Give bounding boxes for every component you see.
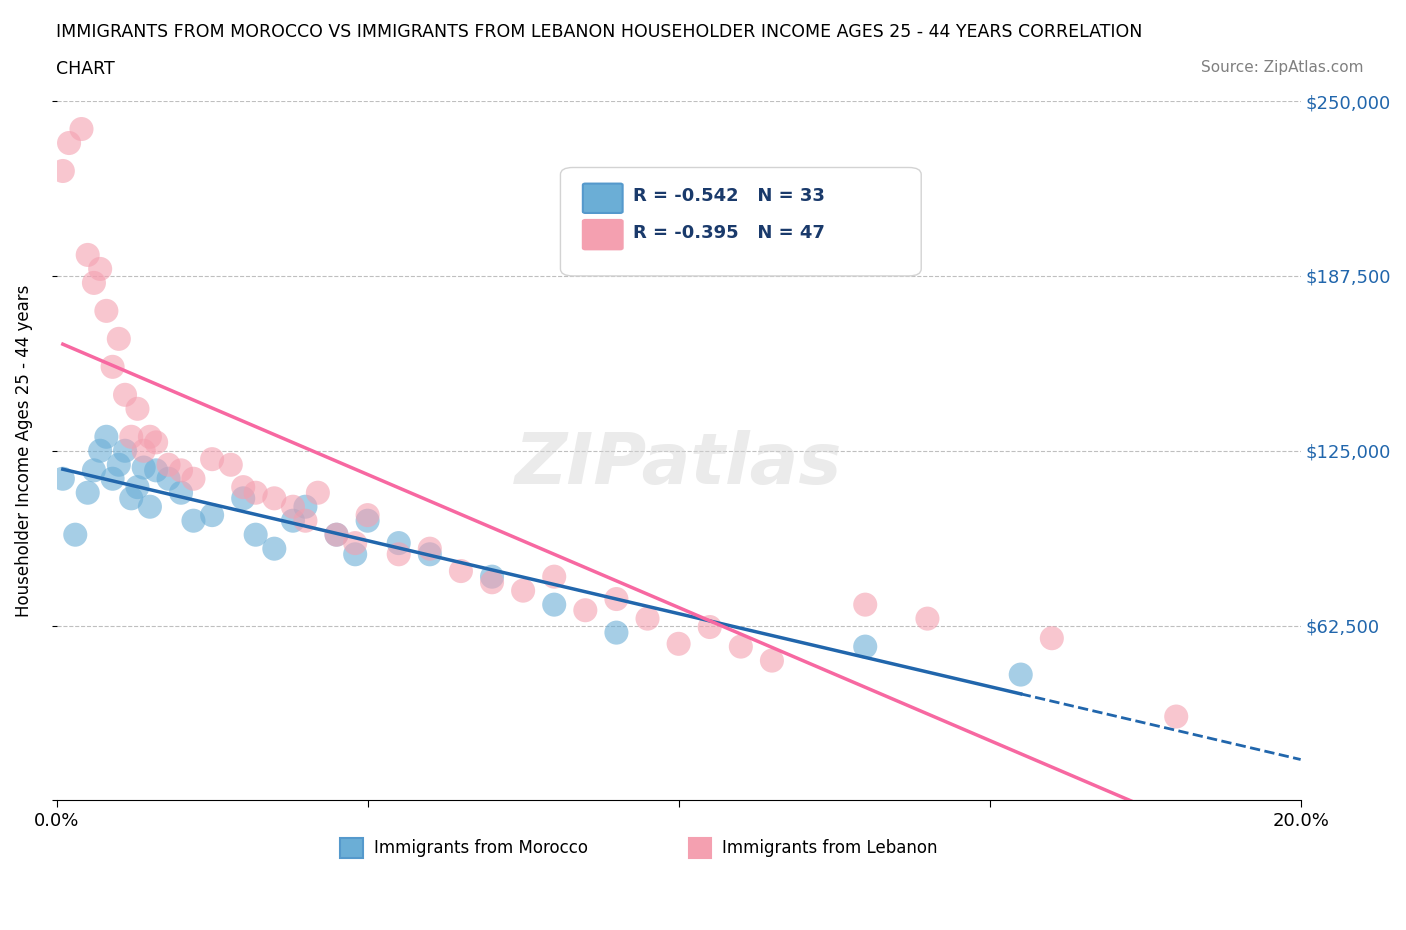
Point (419, 541, 441, 556)
Point (730, 639, 752, 654)
Point (699, 619, 721, 634)
Point (263, 491, 285, 506)
Text: CHART: CHART (56, 60, 115, 78)
Point (183, 513, 205, 528)
Point (605, 625, 627, 640)
Point (76, 485, 98, 500)
Point (70, 122, 93, 137)
Point (52, 164, 75, 179)
Point (294, 513, 316, 528)
Point (157, 472, 180, 486)
Point (101, 472, 124, 486)
Point (388, 536, 411, 551)
Point (294, 499, 316, 514)
Point (1010, 667, 1032, 682)
Point (344, 536, 367, 551)
Point (1166, 709, 1188, 724)
Bar (689, 838, 711, 857)
Point (132, 460, 155, 475)
Point (263, 541, 285, 556)
FancyBboxPatch shape (583, 220, 623, 249)
Point (344, 547, 367, 562)
Bar (340, 838, 363, 857)
Point (543, 569, 565, 584)
Point (170, 463, 193, 478)
Point (668, 636, 690, 651)
Point (388, 547, 411, 562)
Text: R = -0.542   N = 33: R = -0.542 N = 33 (633, 187, 824, 206)
Point (637, 611, 659, 626)
Point (65, 52, 87, 67)
Point (201, 508, 224, 523)
Point (245, 527, 267, 542)
Point (139, 499, 162, 514)
Point (108, 331, 131, 346)
Point (281, 499, 304, 514)
Point (853, 639, 876, 654)
Point (114, 388, 136, 403)
Point (108, 458, 131, 472)
Point (325, 527, 347, 542)
Point (356, 513, 378, 528)
Point (89, 261, 111, 276)
Point (761, 653, 783, 668)
Point (114, 444, 136, 458)
Point (157, 458, 180, 472)
Point (139, 430, 162, 445)
Point (101, 359, 124, 374)
FancyBboxPatch shape (583, 183, 623, 213)
Point (83, 463, 105, 478)
Point (232, 480, 254, 495)
Point (65, 527, 87, 542)
Text: Source: ZipAtlas.com: Source: ZipAtlas.com (1201, 60, 1364, 75)
Point (450, 564, 472, 578)
Point (481, 569, 503, 584)
Text: IMMIGRANTS FROM MOROCCO VS IMMIGRANTS FROM LEBANON HOUSEHOLDER INCOME AGES 25 - : IMMIGRANTS FROM MOROCCO VS IMMIGRANTS FR… (56, 23, 1143, 41)
Point (543, 597, 565, 612)
Point (96, 303, 118, 318)
Point (356, 508, 378, 523)
Point (419, 547, 441, 562)
Point (170, 485, 193, 500)
Point (58, 136, 80, 151)
Point (89, 444, 111, 458)
Point (96, 430, 118, 445)
Point (52, 472, 75, 486)
Point (145, 463, 167, 478)
Point (83, 275, 105, 290)
Point (853, 597, 876, 612)
Point (127, 402, 149, 417)
Point (512, 583, 534, 598)
Point (245, 485, 267, 500)
Point (76, 247, 98, 262)
Point (120, 491, 142, 506)
Point (1040, 631, 1063, 645)
Text: Immigrants from Lebanon: Immigrants from Lebanon (723, 839, 938, 857)
Point (307, 485, 329, 500)
Point (232, 491, 254, 506)
Point (481, 575, 503, 590)
Point (281, 513, 304, 528)
Y-axis label: Householder Income Ages 25 - 44 years: Householder Income Ages 25 - 44 years (15, 285, 32, 617)
Text: R = -0.395   N = 47: R = -0.395 N = 47 (633, 224, 824, 242)
Point (127, 480, 149, 495)
Point (120, 430, 142, 445)
Text: Immigrants from Morocco: Immigrants from Morocco (374, 839, 588, 857)
FancyBboxPatch shape (561, 167, 921, 276)
Point (219, 458, 242, 472)
Point (325, 527, 347, 542)
Point (605, 591, 627, 606)
Point (145, 435, 167, 450)
Text: ZIPatlas: ZIPatlas (515, 431, 842, 499)
Point (183, 472, 205, 486)
Point (917, 611, 939, 626)
Point (132, 444, 155, 458)
Point (201, 452, 224, 467)
Point (574, 603, 596, 618)
